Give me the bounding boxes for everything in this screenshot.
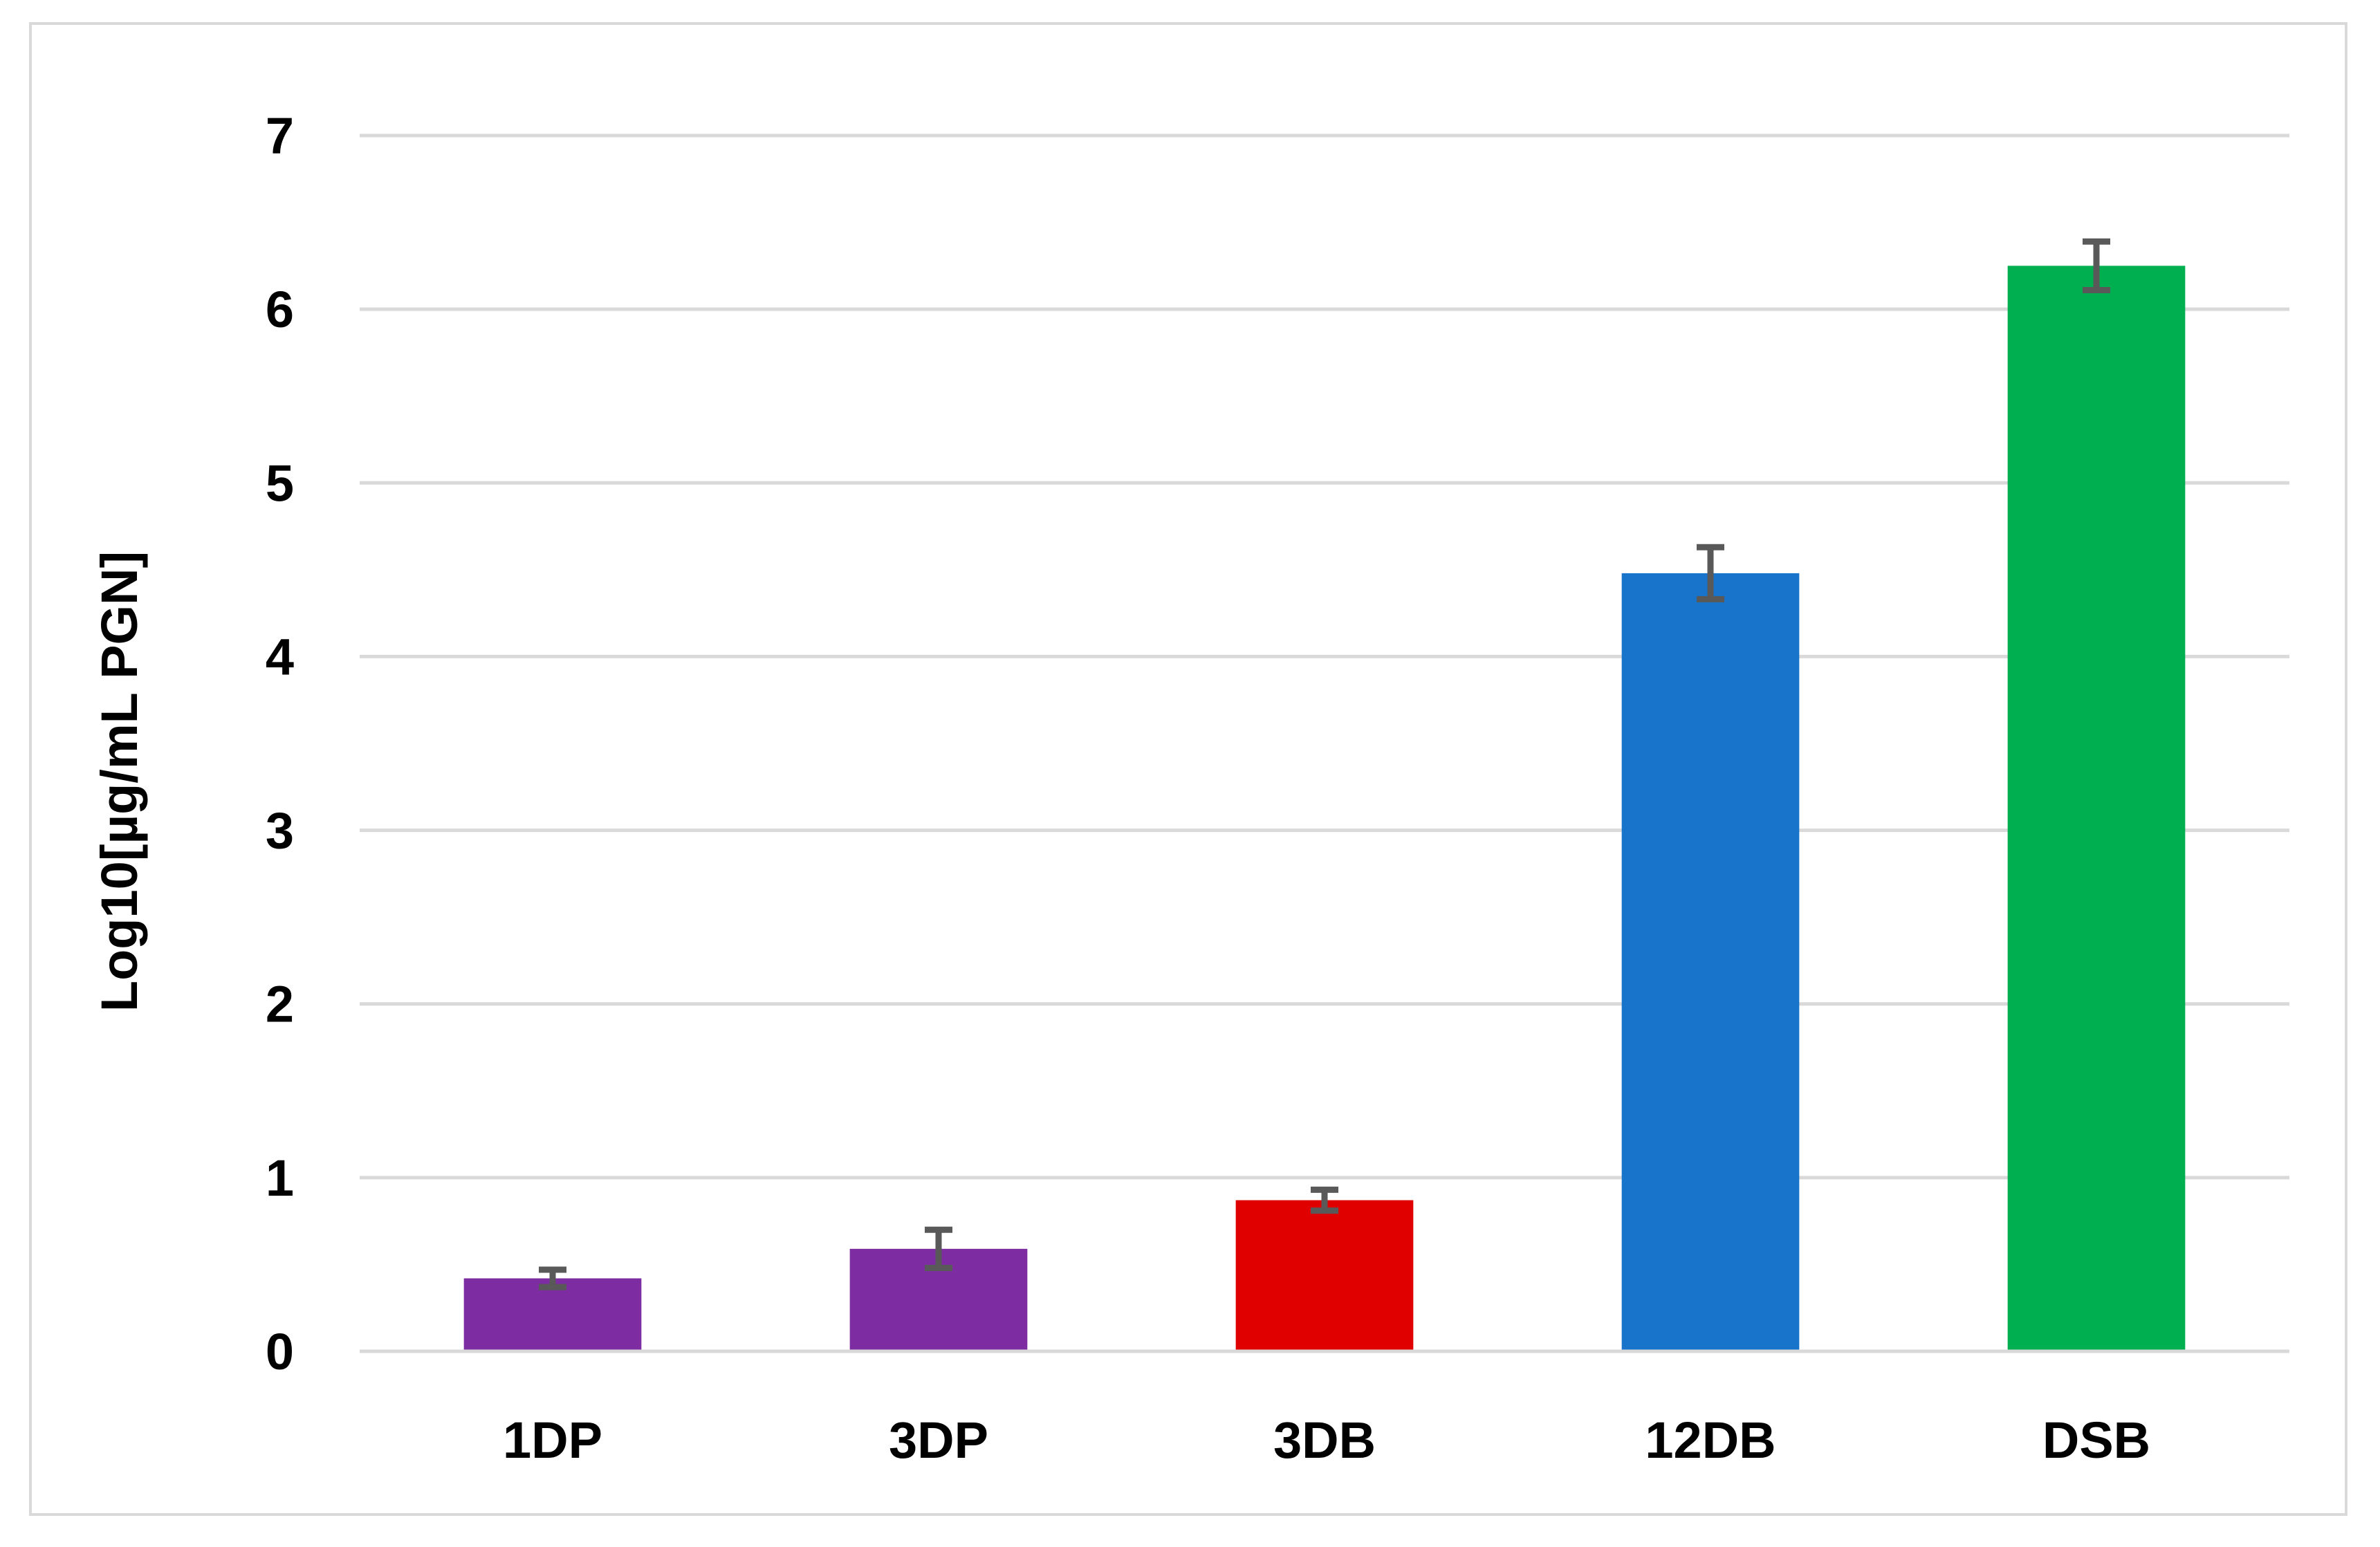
- y-tick-label: 7: [266, 107, 294, 165]
- x-tick-label: DSB: [2042, 1411, 2150, 1469]
- x-tick-label: 3DP: [889, 1411, 988, 1469]
- y-tick-labels: 0 1 2 3 4 5 6 7: [266, 107, 294, 1380]
- x-tick-label: 3DB: [1273, 1411, 1376, 1469]
- error-bar: [2083, 238, 2110, 294]
- error-bar: [1311, 1186, 1338, 1214]
- error-bar: [1697, 544, 1724, 603]
- y-tick-label: 6: [266, 281, 294, 338]
- bar-dsb: [2007, 266, 2186, 1351]
- gridlines: [360, 133, 2289, 1353]
- error-bar: [925, 1226, 952, 1271]
- bar-12db: [1621, 573, 1800, 1351]
- chart-frame: [29, 22, 2347, 1516]
- y-tick-label: 1: [266, 1149, 294, 1207]
- y-axis-label: Log10[µg/mL PGN]: [91, 551, 148, 1012]
- y-tick-label: 4: [266, 628, 294, 685]
- error-bar: [539, 1266, 566, 1290]
- x-tick-label: 1DP: [503, 1411, 602, 1469]
- error-bars: [360, 238, 2289, 1353]
- x-tick-label: 12DB: [1645, 1411, 1775, 1469]
- bar-3db: [1235, 1200, 1414, 1351]
- bar-1dp: [463, 1278, 642, 1351]
- y-tick-label: 5: [266, 454, 294, 512]
- y-tick-label: 0: [266, 1323, 294, 1380]
- y-tick-label: 2: [266, 976, 294, 1033]
- x-tick-labels: 1DP 3DP 3DB 12DB DSB: [503, 1411, 2150, 1469]
- y-tick-label: 3: [266, 802, 294, 860]
- bars: [463, 266, 2186, 1351]
